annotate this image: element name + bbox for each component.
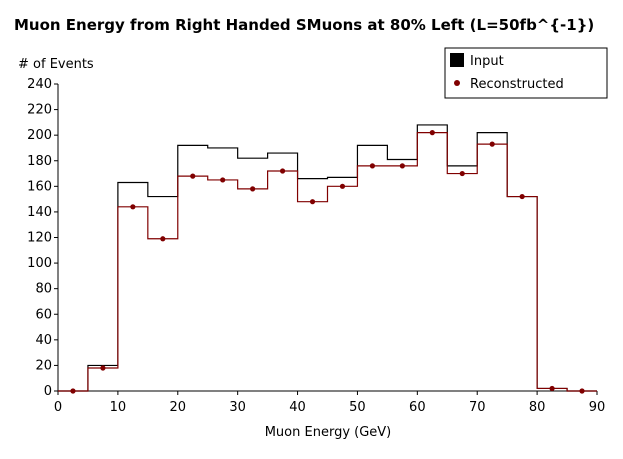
series-reconstructed-marker-16 <box>549 385 555 392</box>
x-tick-label-0: 0 <box>54 400 62 415</box>
legend-box <box>444 47 608 99</box>
x-tick-label-50: 50 <box>349 400 366 415</box>
series-reconstructed-marker-17 <box>579 388 585 394</box>
series-reconstructed-marker-10 <box>369 163 376 169</box>
series-reconstructed-marker-12 <box>429 130 435 136</box>
series-reconstructed-marker-14 <box>489 141 495 147</box>
y-axis-label: # of Events <box>18 57 94 72</box>
legend-input-label: Input <box>470 54 504 69</box>
series-reconstructed-step <box>58 132 597 392</box>
x-tick-label-80: 80 <box>529 400 546 415</box>
x-tick-label-40: 40 <box>289 400 306 415</box>
legend-reconstructed-label: Reconstructed <box>470 77 564 92</box>
y-tick-label-100: 100 <box>27 256 52 271</box>
y-tick-label-160: 160 <box>27 179 52 194</box>
y-tick-label-240: 240 <box>27 77 52 92</box>
y-tick-label-80: 80 <box>35 282 52 297</box>
legend: Input Reconstructed <box>444 47 608 99</box>
series-reconstructed-marker-15 <box>519 193 525 200</box>
y-tick-label-0: 0 <box>44 384 52 399</box>
x-tick-label-10: 10 <box>110 400 127 415</box>
x-tick-label-60: 60 <box>409 400 426 415</box>
x-tick-label-20: 20 <box>170 400 187 415</box>
series-reconstructed-marker-1 <box>100 365 106 371</box>
plot-area: 0 20 40 60 80 100 120 140 160 180 200 220 240 0 10 20 30… <box>27 77 605 415</box>
y-tick-label-120: 120 <box>27 231 52 246</box>
series-reconstructed-marker-6 <box>250 186 256 192</box>
y-tick-label-180: 180 <box>27 154 52 169</box>
series-reconstructed-marker-3 <box>160 236 166 242</box>
series-reconstructed-marker-4 <box>190 173 196 179</box>
series-reconstructed-marker-0 <box>70 388 76 394</box>
series-reconstructed-marker-2 <box>130 204 136 210</box>
series-reconstructed-marker-5 <box>220 177 226 183</box>
legend-reconstructed-marker <box>454 80 460 86</box>
y-tick-label-60: 60 <box>35 307 52 322</box>
x-tick-label-90: 90 <box>589 400 606 415</box>
x-tick-label-70: 70 <box>469 400 486 415</box>
legend-input-swatch <box>450 53 464 67</box>
y-tick-label-200: 200 <box>27 128 52 143</box>
x-tick-label-30: 30 <box>229 400 246 415</box>
series-reconstructed-marker-8 <box>309 199 316 205</box>
series-reconstructed-marker-13 <box>459 170 465 177</box>
series-reconstructed-marker-11 <box>399 163 405 169</box>
x-axis-label: Muon Energy (GeV) <box>265 425 392 440</box>
y-tick-label-140: 140 <box>27 205 52 220</box>
y-tick-label-20: 20 <box>35 358 52 373</box>
series-input-step <box>58 124 597 392</box>
y-tick-label-220: 220 <box>27 103 52 118</box>
y-tick-label-40: 40 <box>35 333 52 348</box>
series-reconstructed-marker-9 <box>339 183 346 189</box>
series-reconstructed-marker-7 <box>279 168 286 174</box>
chart-title: Muon Energy from Right Handed SMuons at … <box>14 16 594 34</box>
